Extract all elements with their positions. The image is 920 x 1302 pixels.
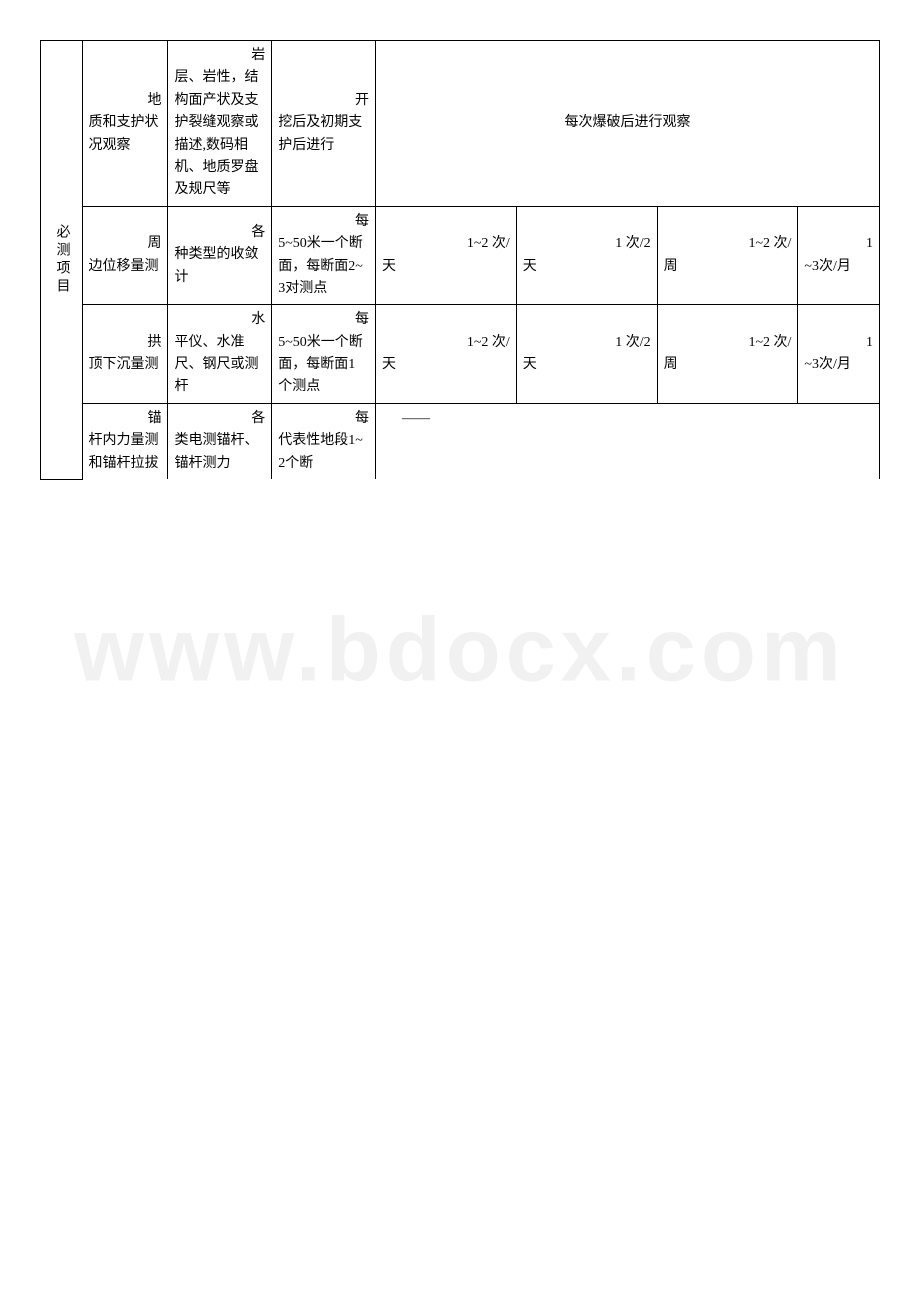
- item-text: 顶下沉量测: [89, 354, 162, 376]
- freq-value: ~3次/月: [804, 256, 873, 278]
- layout-cell: 每 5~50米一个断面，每断面2~3对测点: [272, 206, 376, 305]
- method-prefix: 水: [174, 309, 265, 331]
- method-prefix: 岩: [174, 45, 265, 67]
- freq-value: 1 次/2: [523, 332, 651, 354]
- freq-cell: 1~2 次/ 天: [375, 305, 516, 404]
- layout-cell: 每 代表性地段1~2个断: [272, 403, 376, 479]
- freq-suffix: 天: [523, 256, 651, 278]
- item-text: 杆内力量测和锚杆拉拔: [89, 430, 162, 475]
- freq-cell: 1 次/2 天: [516, 206, 657, 305]
- watermark-text: www.bdocx.com: [74, 600, 846, 703]
- layout-text: 5~50米一个断面，每断面1个测点: [278, 332, 369, 399]
- freq-suffix: 周: [664, 354, 792, 376]
- item-text: 边位移量测: [89, 256, 162, 278]
- item-prefix: 拱: [89, 332, 162, 354]
- item-prefix: 地: [89, 90, 162, 112]
- freq-cell: 1~2 次/ 周: [657, 305, 798, 404]
- method-text: 平仪、水准尺、钢尺或测杆: [174, 332, 265, 399]
- layout-prefix: 每: [278, 309, 369, 331]
- layout-text: 挖后及初期支护后进行: [278, 112, 369, 157]
- freq-dash-cell: ——: [375, 403, 879, 479]
- layout-prefix: 每: [278, 211, 369, 233]
- freq-value: 1~2 次/: [664, 233, 792, 255]
- item-cell: 拱 顶下沉量测: [82, 305, 168, 404]
- layout-prefix: 每: [278, 408, 369, 430]
- method-cell: 岩 层、岩性，结构面产状及支护裂缝观察或描述,数码相机、地质罗盘及规尺等: [168, 41, 272, 207]
- freq-cell: 1 次/2 天: [516, 305, 657, 404]
- freq-suffix: 天: [523, 354, 651, 376]
- monitoring-table: 必测项目 地 质和支护状况观察 岩 层、岩性，结构面产状及支护裂缝观察或描述,数…: [40, 40, 880, 480]
- item-cell: 地 质和支护状况观察: [82, 41, 168, 207]
- item-cell: 锚 杆内力量测和锚杆拉拔: [82, 403, 168, 479]
- dash-text: ——: [382, 408, 873, 430]
- layout-text: 代表性地段1~2个断: [278, 430, 369, 475]
- freq-suffix: 天: [382, 256, 510, 278]
- freq-value: 1~2 次/: [382, 332, 510, 354]
- method-text: 层、岩性，结构面产状及支护裂缝观察或描述,数码相机、地质罗盘及规尺等: [174, 67, 265, 201]
- layout-cell: 每 5~50米一个断面，每断面1个测点: [272, 305, 376, 404]
- freq-value: 1~2 次/: [382, 233, 510, 255]
- freq-value: 1 次/2: [523, 233, 651, 255]
- category-cell: 必测项目: [41, 41, 83, 480]
- method-cell: 各 种类型的收敛计: [168, 206, 272, 305]
- item-prefix: 周: [89, 233, 162, 255]
- method-cell: 各 类电测锚杆、锚杆测力: [168, 403, 272, 479]
- item-prefix: 锚: [89, 408, 162, 430]
- layout-prefix: 开: [278, 90, 369, 112]
- method-prefix: 各: [174, 222, 265, 244]
- freq-cell: 1 ~3次/月: [798, 206, 880, 305]
- freq-cell: 1 ~3次/月: [798, 305, 880, 404]
- layout-cell: 开 挖后及初期支护后进行: [272, 41, 376, 207]
- table-row: 周 边位移量测 各 种类型的收敛计 每 5~50米一个断面，每断面2~3对测点 …: [41, 206, 880, 305]
- freq-merged-cell: 每次爆破后进行观察: [375, 41, 879, 207]
- freq-prefix: 1: [804, 233, 873, 255]
- freq-prefix: 1: [804, 332, 873, 354]
- freq-suffix: 周: [664, 256, 792, 278]
- item-cell: 周 边位移量测: [82, 206, 168, 305]
- method-text: 种类型的收敛计: [174, 244, 265, 289]
- table-row: 拱 顶下沉量测 水 平仪、水准尺、钢尺或测杆 每 5~50米一个断面，每断面1个…: [41, 305, 880, 404]
- layout-text: 5~50米一个断面，每断面2~3对测点: [278, 233, 369, 300]
- item-text: 质和支护状况观察: [89, 112, 162, 157]
- freq-cell: 1~2 次/ 周: [657, 206, 798, 305]
- freq-cell: 1~2 次/ 天: [375, 206, 516, 305]
- method-prefix: 各: [174, 408, 265, 430]
- freq-suffix: 天: [382, 354, 510, 376]
- method-cell: 水 平仪、水准尺、钢尺或测杆: [168, 305, 272, 404]
- table-row: 必测项目 地 质和支护状况观察 岩 层、岩性，结构面产状及支护裂缝观察或描述,数…: [41, 41, 880, 207]
- freq-value: ~3次/月: [804, 354, 873, 376]
- method-text: 类电测锚杆、锚杆测力: [174, 430, 265, 475]
- freq-value: 1~2 次/: [664, 332, 792, 354]
- table-row: 锚 杆内力量测和锚杆拉拔 各 类电测锚杆、锚杆测力 每 代表性地段1~2个断 —…: [41, 403, 880, 479]
